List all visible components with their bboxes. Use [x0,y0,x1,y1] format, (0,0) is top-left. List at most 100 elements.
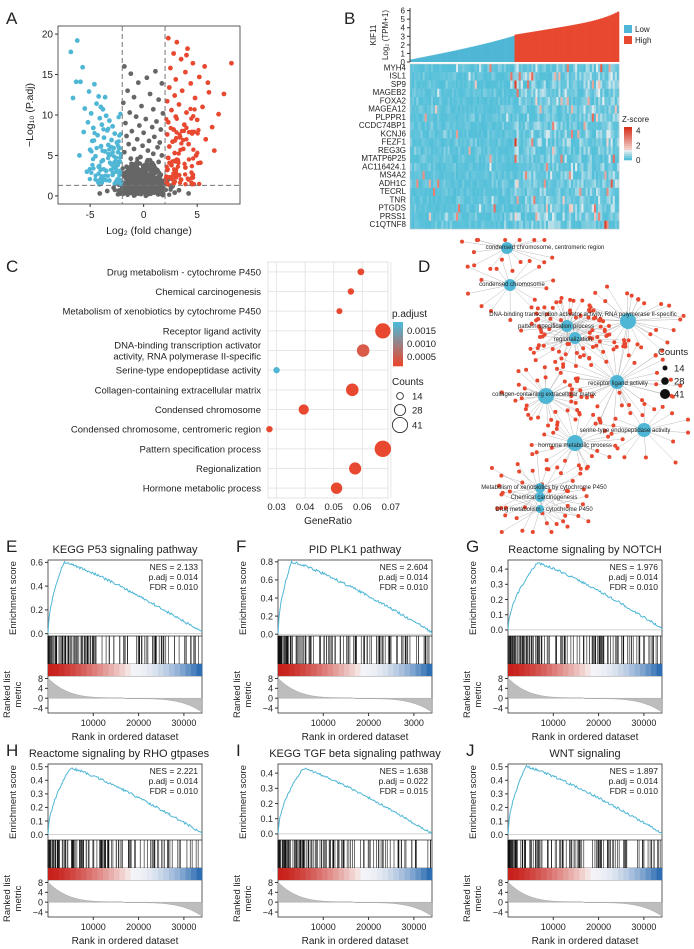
network-edge [509,491,541,498]
heatmap-cell [504,220,507,230]
heatmap-cell [422,220,425,230]
heatmap-cell [453,105,457,114]
heatmap-cell [541,121,545,131]
expression-bar [579,23,582,63]
heatmap-cell [589,72,593,81]
heatmap-cell [499,179,503,188]
gene-node [597,416,602,421]
panel-letters: A B C D E F G H I J [6,9,479,760]
heatmap-cell [581,212,584,221]
heatmap-cell [535,88,538,98]
heatmap-cell [529,196,532,205]
data-point-down [117,172,122,178]
heatmap-cell [510,80,513,89]
heatmap-cell [558,88,561,98]
gene-node [534,311,539,316]
heatmap-cell [478,138,482,147]
heatmap-cell [610,163,614,172]
heatmap-cell [550,146,553,155]
data-point-down [109,144,114,150]
data-point-up [174,173,180,179]
gene-node [654,370,659,375]
heatmap-cell [556,179,559,188]
heatmap-cell [527,130,530,139]
data-point-down [70,95,76,101]
heatmap-cell [616,220,620,230]
heatmap-cell [447,204,451,213]
expression-bar [600,18,603,62]
heatmap-cell [604,64,607,73]
heatmap-cell [510,121,513,131]
data-point-ns [121,64,127,69]
data-point-ns [160,192,166,198]
heatmap-cell [616,179,620,188]
heatmap-cell [533,212,536,221]
heatmap-cell [462,113,465,122]
gene-node [577,412,582,417]
heatmap-cell [547,64,551,73]
heatmap-cell [464,196,467,205]
heatmap-cell [483,88,486,98]
counts-legend-label: 14 [674,364,685,375]
x-tick-label: 0 [141,210,147,221]
heatmap-cell [581,220,584,230]
heatmap-cell [516,80,519,89]
heatmap-cell [466,146,469,155]
data-point-ns [134,136,140,142]
gene-node [578,388,583,393]
heatmap-cell [420,171,423,180]
heatmap-cell [512,80,515,89]
heatmap-cell [428,121,432,131]
heatmap-cell [562,97,565,106]
expression-bar [491,41,494,62]
data-point-down [97,182,102,187]
gene-node [527,258,532,263]
heatmap-cell [445,113,448,122]
heatmap-cell [558,187,561,197]
heatmap-cell [485,146,488,155]
heatmap-cell [593,220,597,230]
heatmap-cell [495,113,499,122]
expression-bar [508,37,511,62]
heatmap-cell [541,146,545,155]
heatmap-cell [531,105,534,114]
rank-color-bar [656,664,663,676]
heatmap-cell [583,88,586,98]
heatmap-cell [564,187,568,197]
data-point-down [109,137,114,143]
heatmap-cell [430,130,434,139]
heatmap-cell [414,88,417,98]
heatmap-cell [424,212,428,221]
heatmap-cell [476,179,480,188]
heatmap-cell [616,196,620,205]
data-point-up [189,163,195,169]
heatmap-cell [520,105,524,114]
heatmap-cell [545,163,549,172]
heatmap-cell [485,64,488,73]
heatmap-cell [424,97,428,106]
heatmap-cell [443,212,446,221]
gene-node [648,332,653,337]
heatmap-cell [439,212,442,221]
rank-color-bar [316,868,323,880]
data-point-up [179,88,185,94]
expression-bar [495,40,499,62]
data-point-up [167,160,172,165]
heatmap-cell [501,72,505,81]
heatmap-cell [412,113,415,122]
rank-color-bar [651,664,657,676]
expression-bar [410,59,413,62]
heatmap-cell [610,196,614,205]
heatmap-cell [583,187,586,197]
expression-bar [435,54,438,62]
data-point-up [229,60,234,66]
heatmap-cell [585,187,588,197]
heatmap-cell [602,64,605,73]
heatmap-cell [424,64,428,73]
heatmap-cell [428,64,432,73]
heatmap-cell [596,204,599,213]
gene-node [544,286,549,291]
heatmap-cell [476,154,480,164]
heatmap-cell [410,171,413,180]
heatmap-cell [529,171,532,180]
